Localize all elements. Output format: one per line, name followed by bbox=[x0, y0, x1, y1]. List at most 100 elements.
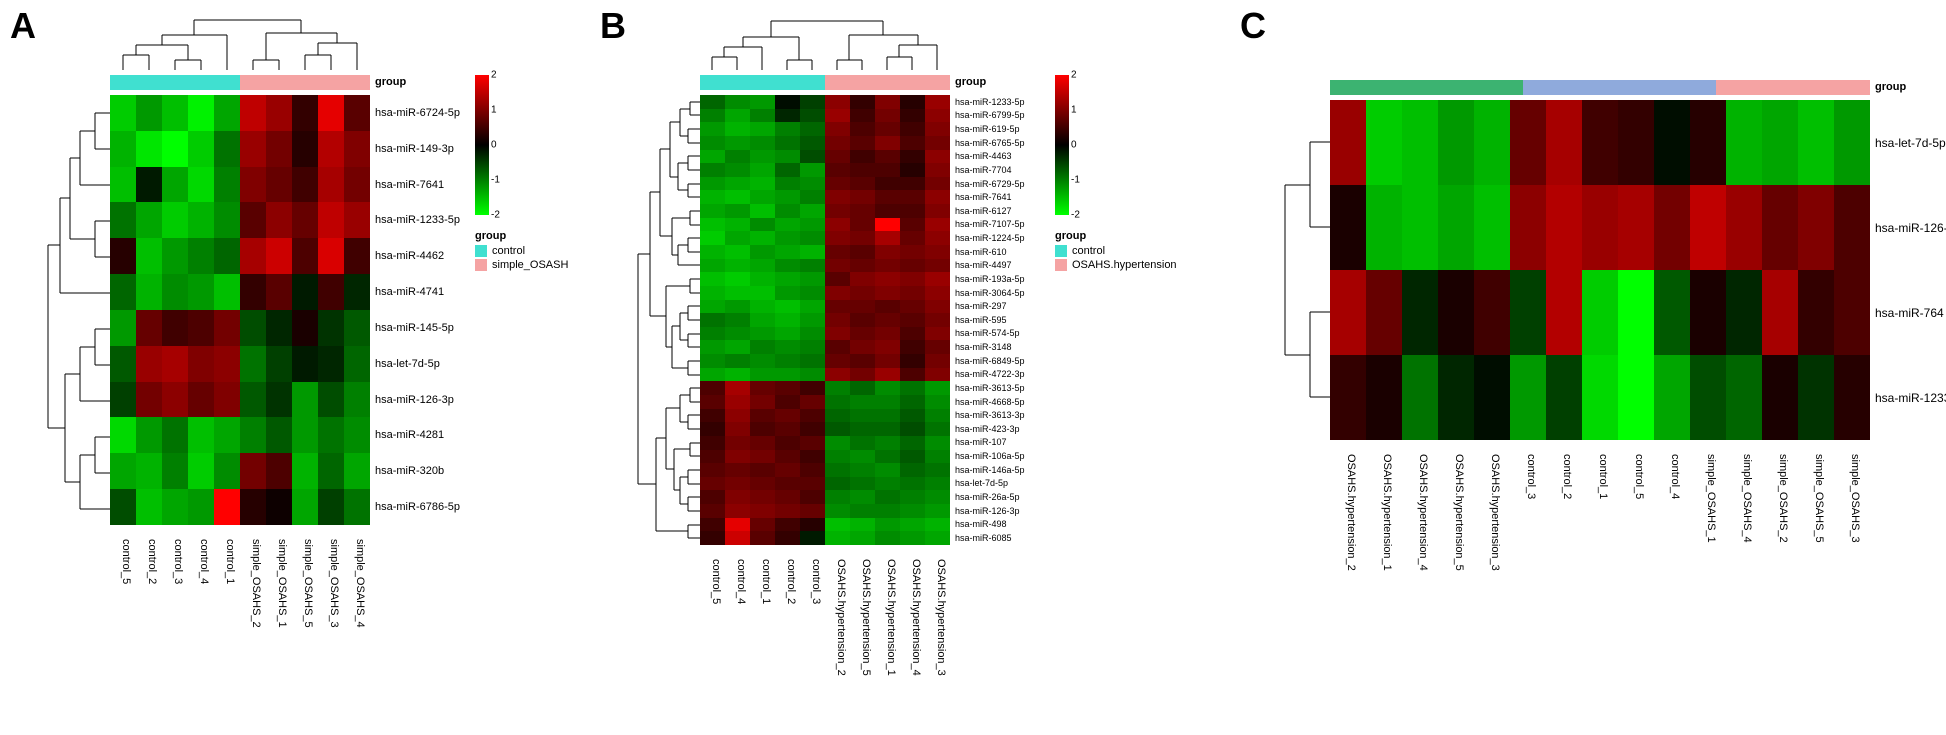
heatmap-cell bbox=[188, 238, 214, 274]
heatmap-cell bbox=[800, 463, 825, 477]
panel-c-group-bar bbox=[1330, 80, 1870, 95]
heatmap-cell bbox=[925, 231, 950, 245]
legend-label: control bbox=[1072, 245, 1105, 257]
heatmap-cell bbox=[875, 163, 900, 177]
heatmap-cell bbox=[725, 490, 750, 504]
heatmap-cell bbox=[1690, 185, 1726, 270]
heatmap-cell bbox=[925, 190, 950, 204]
heatmap-cell bbox=[318, 453, 344, 489]
heatmap-cell bbox=[750, 190, 775, 204]
row-label: hsa-miR-619-5p bbox=[955, 122, 1025, 136]
heatmap-cell bbox=[318, 167, 344, 203]
heatmap-cell bbox=[750, 450, 775, 464]
heatmap-cell bbox=[700, 490, 725, 504]
heatmap-cell bbox=[850, 109, 875, 123]
panel-a-col-dendrogram bbox=[110, 15, 370, 70]
heatmap-cell bbox=[825, 122, 850, 136]
col-label: control_2 bbox=[785, 559, 797, 604]
heatmap-cell bbox=[188, 489, 214, 525]
heatmap-cell bbox=[875, 477, 900, 491]
panel-a-legend: group controlsimple_OSASH bbox=[475, 230, 568, 273]
col-label: simple_OSAHS_1 bbox=[276, 539, 288, 628]
heatmap-cell bbox=[700, 177, 725, 191]
col-label: OSAHS.hypertension_3 bbox=[935, 559, 947, 676]
heatmap-cell bbox=[1402, 355, 1438, 440]
heatmap-cell bbox=[700, 136, 725, 150]
heatmap-cell bbox=[1618, 100, 1654, 185]
heatmap-cell bbox=[725, 177, 750, 191]
heatmap-cell bbox=[750, 327, 775, 341]
heatmap-cell bbox=[800, 300, 825, 314]
heatmap-cell bbox=[900, 354, 925, 368]
heatmap-cell bbox=[800, 245, 825, 259]
heatmap-cell bbox=[900, 313, 925, 327]
heatmap-cell bbox=[925, 150, 950, 164]
heatmap-cell bbox=[1330, 355, 1366, 440]
heatmap-cell bbox=[875, 436, 900, 450]
heatmap-cell bbox=[136, 382, 162, 418]
col-label: OSAHS.hypertension_2 bbox=[1345, 454, 1357, 571]
heatmap-cell bbox=[240, 417, 266, 453]
heatmap-cell bbox=[800, 518, 825, 532]
heatmap-cell bbox=[825, 163, 850, 177]
heatmap-cell bbox=[110, 417, 136, 453]
heatmap-cell bbox=[136, 238, 162, 274]
colorbar-gradient bbox=[475, 75, 489, 215]
heatmap-cell bbox=[162, 238, 188, 274]
heatmap-cell bbox=[925, 381, 950, 395]
heatmap-cell bbox=[725, 150, 750, 164]
heatmap-cell bbox=[875, 368, 900, 382]
heatmap-cell bbox=[800, 368, 825, 382]
heatmap-cell bbox=[900, 477, 925, 491]
heatmap-cell bbox=[318, 238, 344, 274]
heatmap-cell bbox=[266, 453, 292, 489]
heatmap-cell bbox=[1834, 100, 1870, 185]
row-label: hsa-miR-764 bbox=[1875, 270, 1946, 355]
heatmap-cell bbox=[800, 450, 825, 464]
col-label: OSAHS.hypertension_5 bbox=[860, 559, 872, 676]
panel-a-row-dendrogram bbox=[40, 95, 110, 525]
heatmap-cell bbox=[240, 238, 266, 274]
heatmap-cell bbox=[925, 518, 950, 532]
row-label: hsa-miR-149-3p bbox=[375, 131, 460, 167]
heatmap-cell bbox=[1510, 270, 1546, 355]
heatmap-cell bbox=[162, 417, 188, 453]
group-segment bbox=[110, 75, 240, 90]
heatmap-cell bbox=[850, 190, 875, 204]
heatmap-cell bbox=[925, 327, 950, 341]
heatmap-cell bbox=[875, 340, 900, 354]
heatmap-cell bbox=[800, 422, 825, 436]
panel-c-row-dendrogram bbox=[1270, 100, 1330, 440]
heatmap-cell bbox=[344, 417, 370, 453]
heatmap-cell bbox=[875, 95, 900, 109]
heatmap-cell bbox=[188, 310, 214, 346]
heatmap-cell bbox=[1690, 270, 1726, 355]
heatmap-cell bbox=[700, 272, 725, 286]
col-label: simple_OSAHS_5 bbox=[1813, 454, 1825, 543]
heatmap-cell bbox=[1618, 355, 1654, 440]
heatmap-cell bbox=[750, 259, 775, 273]
heatmap-cell bbox=[1366, 355, 1402, 440]
heatmap-cell bbox=[825, 190, 850, 204]
heatmap-cell bbox=[800, 204, 825, 218]
heatmap-cell bbox=[1654, 270, 1690, 355]
heatmap-cell bbox=[750, 150, 775, 164]
colorbar-tick: 2 bbox=[491, 70, 497, 81]
col-label: OSAHS.hypertension_4 bbox=[910, 559, 922, 676]
row-label: hsa-let-7d-5p bbox=[1875, 100, 1946, 185]
panel-a-group-word: group bbox=[375, 76, 406, 88]
panel-a-group-bar bbox=[110, 75, 370, 90]
heatmap-cell bbox=[1402, 100, 1438, 185]
heatmap-cell bbox=[925, 531, 950, 545]
heatmap-cell bbox=[850, 395, 875, 409]
heatmap-cell bbox=[825, 340, 850, 354]
heatmap-cell bbox=[292, 453, 318, 489]
heatmap-cell bbox=[825, 450, 850, 464]
heatmap-cell bbox=[1510, 355, 1546, 440]
heatmap-cell bbox=[344, 95, 370, 131]
heatmap-cell bbox=[825, 286, 850, 300]
heatmap-cell bbox=[110, 131, 136, 167]
heatmap-cell bbox=[850, 490, 875, 504]
heatmap-cell bbox=[1726, 185, 1762, 270]
col-label: simple_OSAHS_4 bbox=[354, 539, 366, 628]
